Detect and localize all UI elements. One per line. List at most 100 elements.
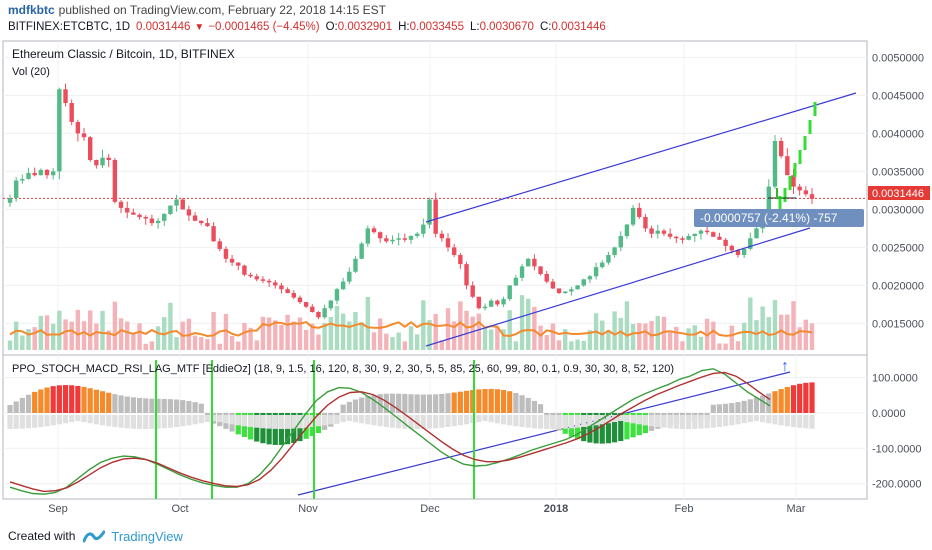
- osc-histogram-shadow: [679, 414, 686, 429]
- author-name[interactable]: mdfkbtc: [8, 3, 55, 17]
- osc-histogram-shadow: [272, 414, 278, 429]
- osc-histogram-shadow: [562, 414, 568, 429]
- candle-body: [624, 224, 630, 236]
- osc-histogram-shadow: [439, 414, 445, 428]
- volume-bar: [772, 300, 778, 350]
- candle-body: [778, 141, 784, 157]
- candle-body: [612, 247, 617, 255]
- osc-histogram-shadow: [599, 414, 605, 425]
- osc-histogram-bar: [408, 394, 414, 413]
- osc-histogram-shadow: [118, 414, 124, 428]
- osc-histogram-shadow: [414, 414, 420, 429]
- candle-body: [439, 233, 445, 239]
- osc-histogram-shadow: [698, 414, 704, 429]
- volume-bar: [563, 329, 568, 350]
- volume-bar: [223, 313, 229, 350]
- candle-body: [94, 160, 99, 166]
- trend-channel[interactable]: [297, 92, 857, 496]
- volume-bar: [427, 320, 432, 350]
- candle-body: [131, 212, 136, 215]
- osc-histogram-shadow: [772, 414, 778, 425]
- osc-histogram-shadow: [106, 414, 112, 427]
- candle-body: [402, 238, 408, 240]
- price-tick-label: 0.0020000: [872, 280, 924, 292]
- osc-histogram-bar: [605, 412, 612, 444]
- candle-body: [365, 228, 371, 244]
- osc-histogram-bar: [272, 412, 278, 445]
- volume-bar: [106, 330, 111, 350]
- volume-bar: [544, 335, 549, 350]
- osc-histogram-shadow: [223, 414, 229, 424]
- osc-histogram-shadow: [303, 414, 309, 428]
- volume-bar: [655, 316, 660, 350]
- candle-body: [192, 215, 198, 221]
- candle-body: [310, 306, 315, 312]
- osc-histogram-bar: [81, 386, 87, 413]
- candle-body: [260, 279, 266, 281]
- osc-histogram-shadow: [550, 414, 556, 429]
- osc-histogram-bar: [99, 391, 106, 413]
- osc-histogram-bar: [630, 412, 636, 438]
- volume-bar: [470, 316, 475, 350]
- osc-histogram-shadow: [741, 414, 747, 424]
- volume-bar: [94, 323, 99, 350]
- osc-histogram-bar: [7, 404, 13, 413]
- osc-histogram-bar: [75, 385, 81, 413]
- osc-histogram-shadow: [729, 414, 735, 426]
- osc-histogram-shadow: [334, 414, 340, 424]
- osc-histogram-bar: [180, 400, 186, 413]
- osc-histogram-shadow: [692, 414, 698, 429]
- chart-area[interactable]: 0.0050000 0.0045000 0.0040000 0.0035000 0.00…: [0, 38, 932, 522]
- volume-bar: [501, 329, 506, 350]
- osc-histogram-bar: [809, 382, 815, 413]
- volume-bar: [365, 296, 371, 350]
- candle-body: [464, 264, 469, 286]
- osc-histogram-bar: [729, 403, 735, 413]
- volume-bar: [26, 329, 31, 350]
- osc-histogram-shadow: [556, 414, 562, 429]
- volume-bar: [482, 327, 488, 350]
- candle-body: [803, 190, 809, 195]
- tradingview-link[interactable]: TradingView: [111, 528, 183, 544]
- volume-bar: [451, 321, 457, 350]
- x-tick-label: Nov: [298, 503, 318, 515]
- candle-body: [112, 160, 118, 202]
- volume-bar: [575, 339, 580, 350]
- osc-histogram-shadow: [716, 414, 723, 427]
- volume-bar: [303, 329, 309, 350]
- volume-bar: [248, 327, 253, 350]
- osc-histogram-bar: [143, 398, 149, 413]
- osc-histogram-shadow: [130, 414, 136, 429]
- candle-body: [785, 156, 790, 176]
- candle-body: [390, 239, 395, 242]
- volume-bar: [698, 336, 704, 350]
- chart-svg[interactable]: 0.0050000 0.0045000 0.0040000 0.0035000 0.00…: [0, 38, 932, 522]
- candle-body: [266, 280, 272, 283]
- volume-bar: [785, 314, 790, 350]
- osc-histogram-shadow: [735, 414, 741, 425]
- volume-bar: [717, 343, 722, 350]
- osc-histogram-bar: [439, 393, 445, 413]
- osc-histogram-shadow: [649, 414, 655, 427]
- volume-bar: [13, 321, 19, 350]
- osc-histogram-shadow: [778, 414, 784, 426]
- osc-histogram-shadow: [525, 414, 531, 428]
- osc-histogram-shadow: [593, 414, 599, 426]
- volume-bar: [741, 322, 747, 350]
- osc-histogram-bar: [389, 393, 396, 413]
- candle-body: [532, 258, 537, 267]
- candle-body: [106, 157, 111, 160]
- volume-bar: [260, 316, 266, 350]
- osc-histogram-bar: [581, 412, 587, 442]
- candle-body: [489, 300, 494, 307]
- volume-bar: [476, 313, 482, 350]
- volume-bar: [217, 343, 222, 350]
- x-tick-label: Feb: [675, 503, 694, 515]
- volume-bar: [624, 301, 630, 350]
- price-tick-label: 0.0035000: [872, 166, 924, 178]
- osc-histogram-shadow: [229, 414, 235, 425]
- osc-histogram-shadow: [25, 414, 32, 429]
- candle-body: [550, 281, 556, 289]
- last-price-badge: 0.0031446: [868, 186, 930, 200]
- osc-histogram-bar: [19, 397, 25, 413]
